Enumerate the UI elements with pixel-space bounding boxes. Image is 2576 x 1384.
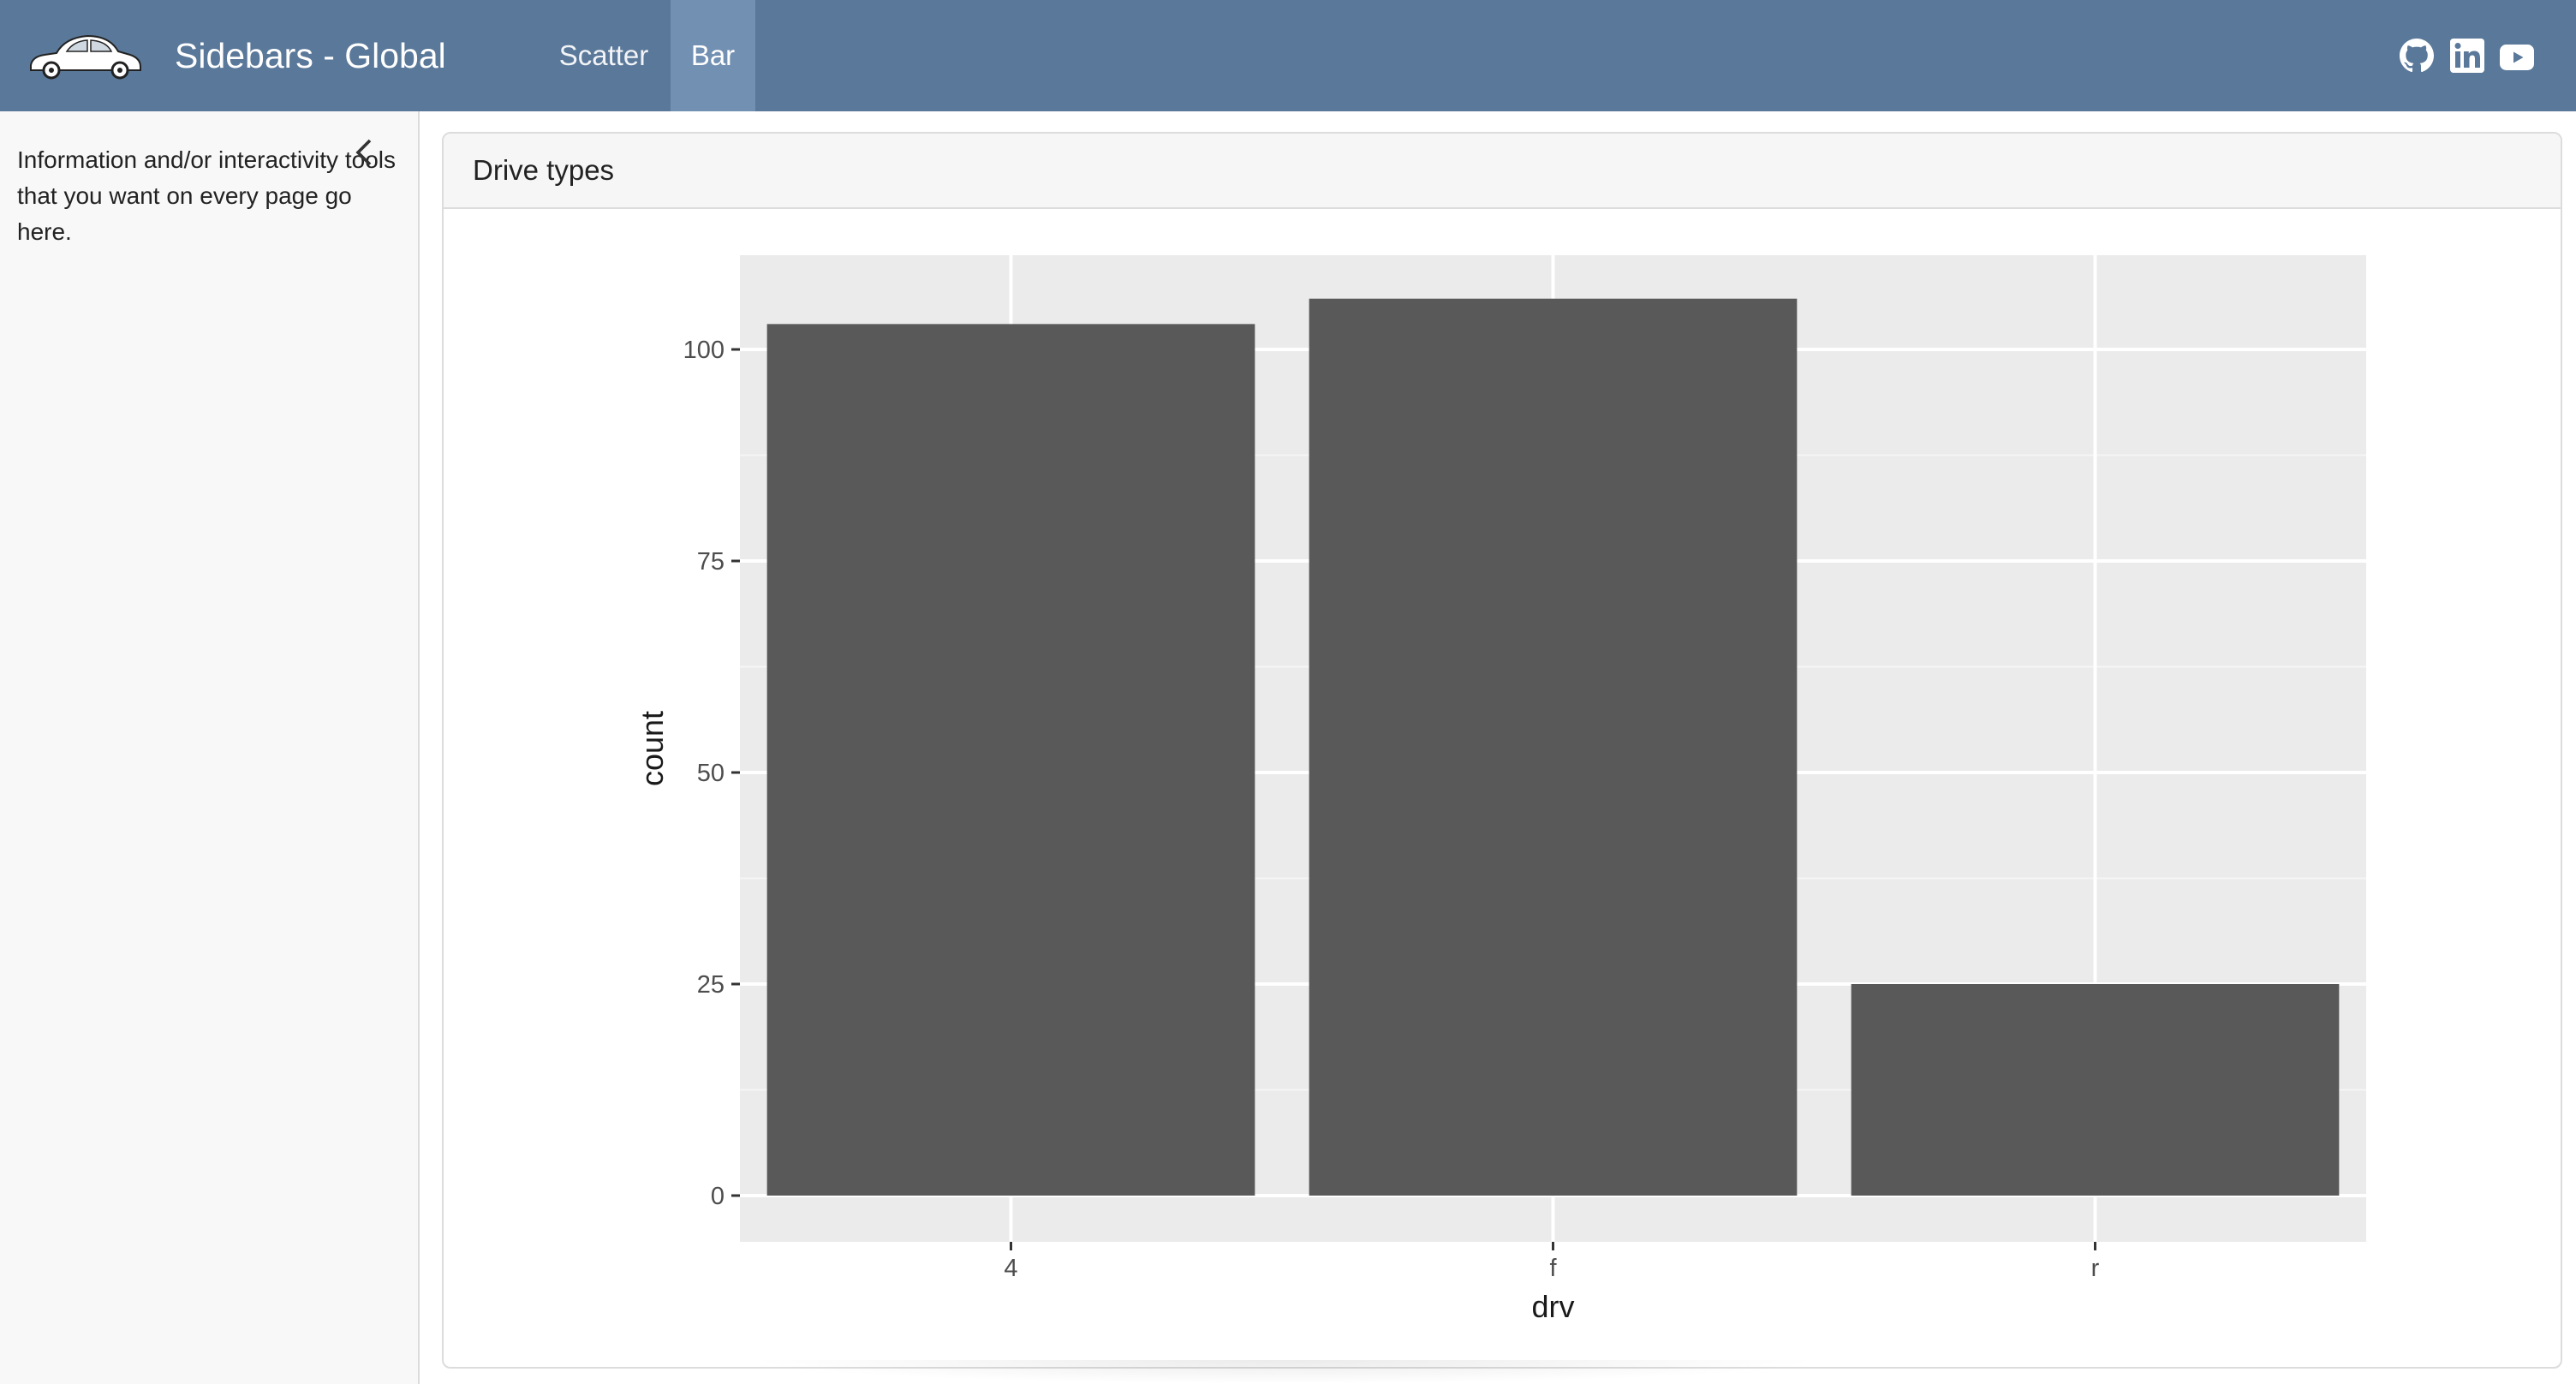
nav-tab-scatter[interactable]: Scatter: [558, 39, 649, 71]
x-tick-label: 4: [1004, 1255, 1017, 1282]
x-tick-label: r: [2091, 1255, 2100, 1282]
card-title: Drive types: [473, 154, 615, 186]
y-tick-label: 75: [697, 548, 724, 576]
x-axis-title: drv: [1531, 1289, 1574, 1324]
y-tick-label: 0: [711, 1183, 724, 1210]
sidebar-info-text: Information and/or interactivity tools t…: [17, 146, 396, 245]
sidebar: Information and/or interactivity tools t…: [0, 111, 420, 1384]
bar-f: [1309, 298, 1798, 1196]
linkedin-icon[interactable]: [2450, 39, 2484, 73]
card-shadow: [745, 1360, 1824, 1384]
github-icon[interactable]: [2400, 39, 2434, 73]
card-body: 0 25 50 75 100 4 f r drv count: [444, 209, 2561, 1367]
y-tick-label: 50: [697, 760, 724, 787]
chart-card: Drive types 0 25 50 75 100 4 f r drv count: [442, 132, 2562, 1369]
bar-r: [1851, 984, 2340, 1196]
nav-tab-bar[interactable]: Bar: [671, 0, 755, 111]
car-logo-icon[interactable]: [26, 27, 144, 81]
navbar: Sidebars - Global Scatter Bar: [0, 0, 2576, 111]
collapse-chevron-icon[interactable]: [351, 137, 375, 168]
y-axis-title: count: [635, 711, 670, 786]
card-header: Drive types: [444, 134, 2561, 209]
youtube-icon[interactable]: [2500, 40, 2534, 75]
bar-4: [766, 324, 1255, 1196]
x-tick-label: f: [1549, 1255, 1557, 1282]
y-tick-label: 25: [697, 971, 724, 999]
y-tick-label: 100: [683, 337, 724, 364]
brand-title[interactable]: Sidebars - Global: [175, 36, 446, 75]
bar-chart: 0 25 50 75 100 4 f r drv count: [635, 255, 2366, 1324]
